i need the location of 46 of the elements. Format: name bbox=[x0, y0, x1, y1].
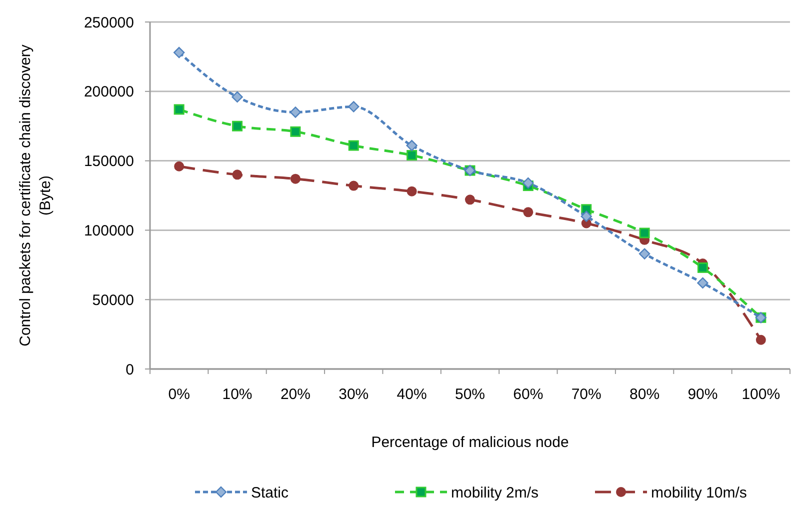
x-tick-label: 70% bbox=[571, 386, 602, 403]
y-tick-label: 250000 bbox=[84, 14, 134, 32]
point bbox=[639, 228, 650, 238]
y-tick-label: 0 bbox=[126, 361, 134, 378]
x-axis-title: Percentage of malicious node bbox=[371, 434, 569, 451]
y-tick-label: 150000 bbox=[84, 153, 134, 170]
point bbox=[638, 248, 650, 260]
y-axis-title: Control packets for certificate chain discovery (Byte) bbox=[17, 44, 54, 346]
point bbox=[522, 177, 534, 189]
point bbox=[348, 180, 359, 191]
point bbox=[406, 186, 417, 196]
point bbox=[348, 101, 360, 112]
x-tick-label: 10% bbox=[222, 386, 252, 403]
point bbox=[174, 104, 184, 115]
legend-label: Static bbox=[251, 484, 290, 502]
point bbox=[465, 194, 475, 205]
point bbox=[290, 126, 301, 137]
point bbox=[290, 174, 300, 184]
y-tick-label: 200000 bbox=[84, 84, 134, 101]
point bbox=[523, 207, 534, 218]
x-tick-label: 50% bbox=[454, 386, 486, 403]
point bbox=[697, 262, 708, 273]
point bbox=[348, 140, 359, 151]
x-tick-label: 20% bbox=[280, 386, 310, 403]
point bbox=[756, 334, 766, 345]
point bbox=[174, 161, 184, 172]
x-tick-label: 90% bbox=[688, 386, 718, 403]
legend-label: mobility 10m/s bbox=[651, 484, 747, 502]
y-tick-label: 50000 bbox=[92, 292, 134, 309]
point bbox=[406, 140, 418, 152]
point bbox=[580, 210, 592, 222]
legend-label: mobility 2m/s bbox=[451, 484, 539, 502]
point bbox=[290, 106, 302, 118]
point bbox=[232, 170, 242, 180]
x-tick-label: 100% bbox=[742, 386, 780, 403]
x-tick-label: 60% bbox=[513, 386, 544, 403]
point bbox=[232, 120, 243, 132]
x-tick-label: 40% bbox=[396, 386, 427, 403]
y-tick-label: 100000 bbox=[84, 222, 134, 240]
x-tick-label: 80% bbox=[630, 386, 660, 403]
x-tick-label: 0% bbox=[168, 386, 190, 403]
x-tick-label: 30% bbox=[338, 386, 369, 403]
point bbox=[232, 91, 243, 103]
point bbox=[173, 46, 185, 58]
point bbox=[697, 277, 708, 289]
point bbox=[406, 150, 418, 160]
